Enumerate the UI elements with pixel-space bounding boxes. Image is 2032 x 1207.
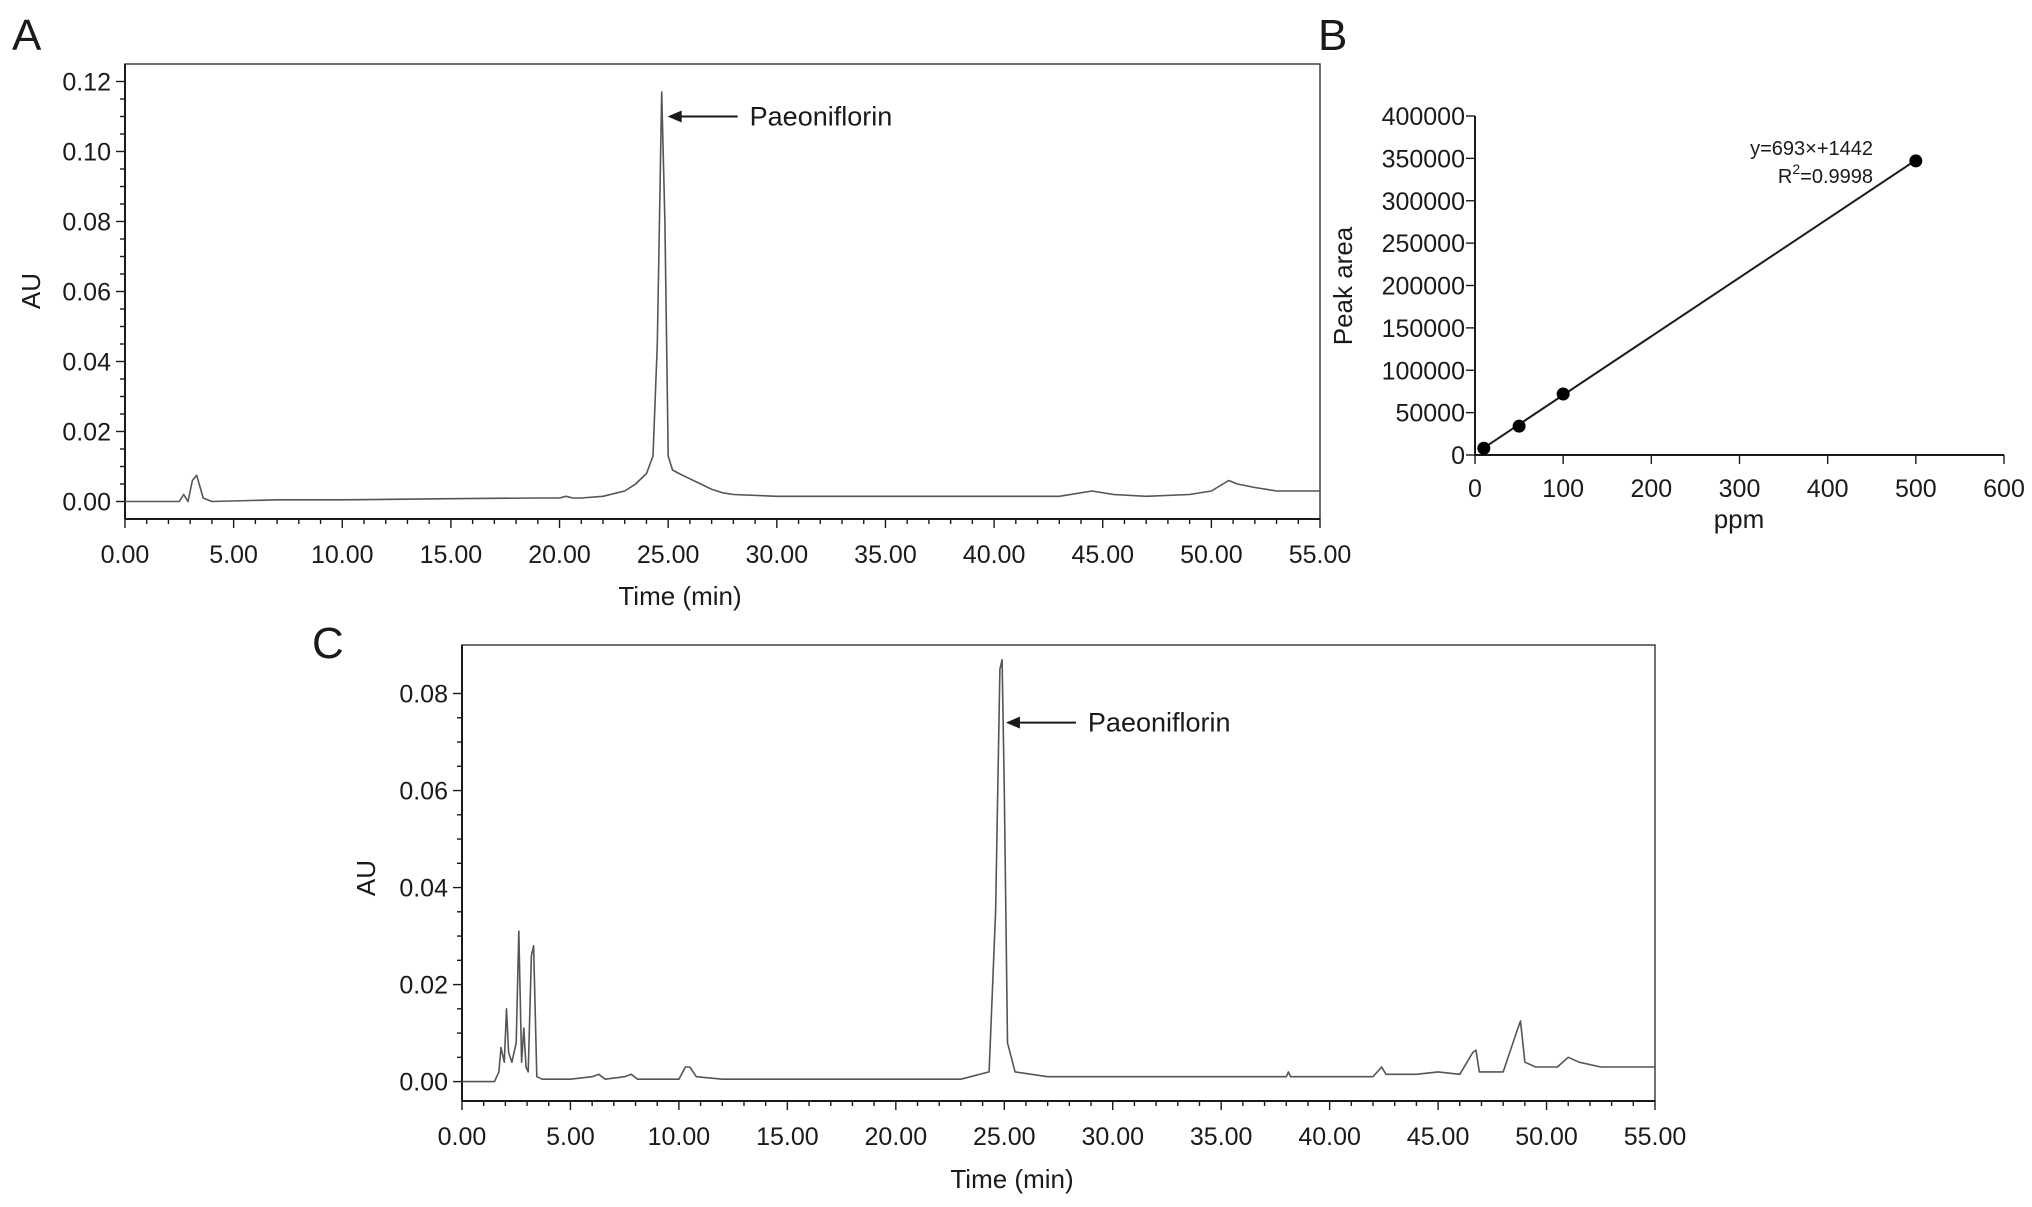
- y-tick-label: 150000: [1382, 315, 1465, 343]
- y-tick-label: 250000: [1382, 230, 1465, 258]
- panel-b-calibration: B 0 100 200 300 400 500 600 0 50000 100000 150000…: [1318, 11, 2025, 534]
- x-axis-title-b: ppm: [1714, 504, 1765, 534]
- x-tick-label: 300: [1719, 475, 1761, 503]
- y-tick-label: 0.02: [62, 419, 111, 447]
- x-tick-label: 500: [1895, 475, 1937, 503]
- x-tick-label: 30.00: [746, 541, 809, 569]
- y-ticks-b: 0 50000 100000 150000 200000 250000 300000 3500…: [1382, 103, 1475, 470]
- x-tick-label: 100: [1542, 475, 1584, 503]
- calibration-point: [1512, 419, 1526, 433]
- calibration-point: [1556, 387, 1570, 401]
- y-tick-label: 50000: [1395, 400, 1465, 428]
- y-tick-label: 0.08: [62, 209, 111, 237]
- x-tick-label: 400: [1807, 475, 1849, 503]
- panel-a-chromatogram: A 0.00 5.00 10.00 15.00 20.00 25.00 30.00 35.00…: [12, 11, 1351, 611]
- x-tick-label: 35.00: [1190, 1123, 1253, 1151]
- annotation-label-a: Paeoniflorin: [750, 102, 893, 132]
- panel-c-chromatogram: C 0.00 5.00 10.00 15.00 20.00 25.00 30.00 35.00…: [312, 619, 1686, 1194]
- y-tick-label: 400000: [1382, 103, 1465, 131]
- y-tick-label: 350000: [1382, 145, 1465, 173]
- annotation-arrowhead-a: [667, 110, 682, 123]
- x-tick-label: 600: [1983, 475, 2025, 503]
- x-tick-label: 50.00: [1180, 541, 1243, 569]
- y-tick-label: 0.04: [399, 875, 448, 903]
- paeoniflorin-annotation-c: Paeoniflorin: [1005, 708, 1231, 738]
- y-axis-title-b: Peak area: [1328, 226, 1358, 345]
- x-tick-label: 35.00: [854, 541, 917, 569]
- y-tick-label: 0.06: [62, 279, 111, 307]
- y-tick-label: 0.12: [62, 69, 111, 97]
- y-tick-label: 0.02: [399, 972, 448, 1000]
- r2-value: =0.9998: [1800, 166, 1873, 188]
- x-tick-label: 40.00: [963, 541, 1026, 569]
- x-tick-label: 5.00: [546, 1123, 595, 1151]
- y-tick-label: 100000: [1382, 357, 1465, 385]
- y-tick-label: 0.06: [399, 778, 448, 806]
- plot-frame-c: [461, 644, 1656, 1102]
- x-axis-title-a: Time (min): [618, 581, 741, 611]
- y-tick-label: 0.04: [62, 349, 111, 377]
- y-axis-title-c: AU: [351, 860, 381, 896]
- x-ticks-c: 0.00 5.00 10.00 15.00 20.00 25.00 30.00 35.00 40…: [438, 1101, 1687, 1151]
- calibration-point: [1909, 154, 1923, 168]
- chromatogram-trace-c: [462, 658, 1655, 1083]
- x-ticks-a: 0.00 5.00 10.00 15.00 20.00 25.00 30.00 35.00 40…: [101, 519, 1352, 569]
- y-tick-label: 300000: [1382, 188, 1465, 216]
- y-tick-label: 0.00: [62, 489, 111, 517]
- x-tick-label: 0.00: [101, 541, 150, 569]
- panel-label-c: C: [312, 619, 344, 668]
- x-tick-label: 45.00: [1407, 1123, 1470, 1151]
- x-tick-label: 10.00: [311, 541, 374, 569]
- x-axis-title-c: Time (min): [950, 1164, 1073, 1194]
- y-tick-label: 0.08: [399, 681, 448, 709]
- y-tick-label: 0.10: [62, 139, 111, 167]
- paeoniflorin-annotation-a: Paeoniflorin: [667, 102, 893, 132]
- calibration-points: [1477, 154, 1923, 455]
- regression-equation: y=693×+1442: [1750, 138, 1873, 160]
- annotation-arrowhead-c: [1005, 716, 1020, 729]
- x-tick-label: 15.00: [420, 541, 483, 569]
- y-tick-label: 0: [1451, 442, 1465, 470]
- x-tick-label: 55.00: [1289, 541, 1352, 569]
- r2-prefix: R: [1778, 166, 1792, 188]
- annotation-label-c: Paeoniflorin: [1088, 708, 1231, 738]
- x-tick-label: 20.00: [528, 541, 591, 569]
- y-ticks-c: 0.00 0.02 0.04 0.06 0.08: [399, 681, 462, 1097]
- calibration-point: [1477, 441, 1491, 455]
- x-tick-label: 0: [1468, 475, 1482, 503]
- y-tick-label: 200000: [1382, 273, 1465, 301]
- y-axis-title-a: AU: [16, 273, 46, 309]
- x-tick-label: 45.00: [1071, 541, 1134, 569]
- x-tick-label: 20.00: [865, 1123, 928, 1151]
- x-tick-label: 25.00: [637, 541, 700, 569]
- x-tick-label: 50.00: [1515, 1123, 1578, 1151]
- x-tick-label: 30.00: [1081, 1123, 1144, 1151]
- x-tick-label: 0.00: [438, 1123, 487, 1151]
- x-tick-label: 40.00: [1298, 1123, 1361, 1151]
- r-squared-label: R2=0.9998: [1778, 161, 1873, 188]
- x-tick-label: 10.00: [648, 1123, 711, 1151]
- plot-frame-a: [124, 63, 1321, 520]
- x-tick-label: 200: [1630, 475, 1672, 503]
- x-tick-label: 5.00: [209, 541, 258, 569]
- x-ticks-b: 0 100 200 300 400 500 600: [1468, 455, 2025, 503]
- chromatogram-trace-a: [125, 91, 1320, 503]
- y-ticks-a: 0.00 0.02 0.04 0.06 0.08 0.10 0.12: [62, 69, 125, 517]
- y-tick-label: 0.00: [399, 1069, 448, 1097]
- panel-label-a: A: [12, 11, 42, 60]
- x-tick-label: 15.00: [756, 1123, 819, 1151]
- r2-superscript: 2: [1792, 161, 1800, 177]
- panel-label-b: B: [1318, 11, 1347, 60]
- regression-line: [1483, 159, 1917, 449]
- x-tick-label: 55.00: [1624, 1123, 1687, 1151]
- x-tick-label: 25.00: [973, 1123, 1036, 1151]
